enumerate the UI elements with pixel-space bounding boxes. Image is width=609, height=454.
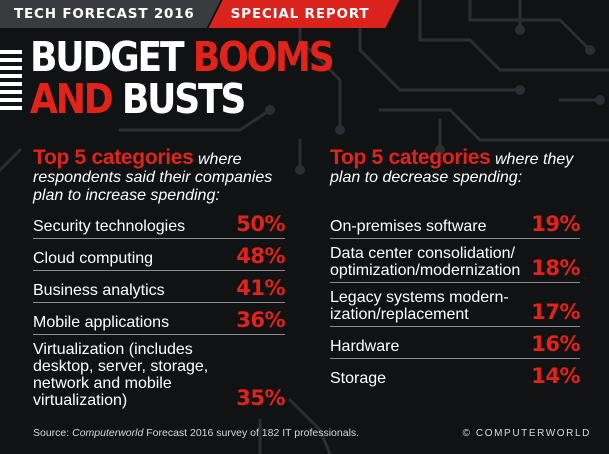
source-rest: Forecast 2016 survey of 182 IT professio… (143, 427, 360, 439)
increase-table-heading: Top 5 categories where respondents said … (33, 146, 285, 207)
table-row: Security technologies 50% (33, 207, 285, 239)
row-category: Business analytics (33, 282, 165, 299)
decrease-rows: On-premises software 19% Data center conso… (330, 207, 580, 390)
banner-special-report: SPECIAL REPORT (209, 0, 400, 28)
source-publication: Computerworld (72, 427, 144, 439)
table-row: Legacy systems modern- ization/replaceme… (330, 283, 580, 327)
table-row: Virtualization (includes desktop, server… (33, 335, 285, 412)
row-category: Legacy systems modern- ization/replaceme… (330, 289, 509, 323)
row-category: Security technologies (33, 218, 186, 235)
decrease-heading-bold: Top 5 categories (330, 146, 491, 169)
row-category: Cloud computing (33, 250, 154, 267)
page-title: BUDGET BOOMS AND BUSTS (30, 33, 335, 123)
row-percent: 18% (531, 256, 580, 280)
copyright-credit: © COMPUTERWORLD (462, 428, 591, 439)
source-note: Source: Computerworld Forecast 2016 surv… (33, 427, 359, 439)
increase-rows: Security technologies 50% Cloud computing 4… (33, 207, 285, 412)
title-busts: BUSTS (121, 75, 247, 123)
row-percent: 14% (531, 364, 580, 388)
row-percent: 48% (236, 244, 285, 268)
row-percent: 35% (236, 386, 285, 410)
row-percent: 19% (531, 212, 580, 236)
row-category: Mobile applications (33, 314, 170, 331)
table-row: Business analytics 41% (33, 271, 285, 303)
title-budget: BUDGET (30, 33, 193, 81)
row-category: Hardware (330, 338, 400, 355)
row-percent: 50% (236, 212, 285, 236)
title-and: AND (30, 75, 122, 123)
row-category: Data center consolidation/ optimization/… (330, 245, 521, 279)
table-row: Hardware 16% (330, 327, 580, 359)
table-row: Storage 14% (330, 359, 580, 390)
source-prefix: Source: (33, 427, 73, 439)
increase-heading-rest: where respondents said their companies p… (33, 151, 273, 204)
row-percent: 16% (531, 332, 580, 356)
decrease-spending-table: Top 5 categories where they plan to decr… (330, 146, 580, 390)
row-percent: 17% (531, 300, 580, 324)
row-percent: 41% (236, 276, 285, 300)
table-row: Data center consolidation/ optimization/… (330, 239, 580, 283)
table-row: Mobile applications 36% (33, 303, 285, 335)
row-category: On-premises software (330, 218, 487, 235)
row-category: Storage (330, 370, 387, 387)
table-row: On-premises software 19% (330, 207, 580, 239)
increase-heading-bold: Top 5 categories (33, 146, 194, 169)
decrease-heading-rest: where they plan to decrease spending: (330, 151, 574, 186)
decrease-table-heading: Top 5 categories where they plan to decr… (330, 146, 580, 207)
row-category: Virtualization (includes desktop, server… (33, 341, 209, 409)
increase-spending-table: Top 5 categories where respondents said … (33, 146, 285, 412)
decorative-stripes (0, 50, 22, 120)
report-banner: TECH FORECAST 2016 SPECIAL REPORT (0, 0, 399, 28)
row-percent: 36% (236, 308, 285, 332)
table-row: Cloud computing 48% (33, 239, 285, 271)
title-booms: BOOMS (192, 33, 335, 81)
banner-section: TECH FORECAST 2016 (0, 0, 221, 28)
